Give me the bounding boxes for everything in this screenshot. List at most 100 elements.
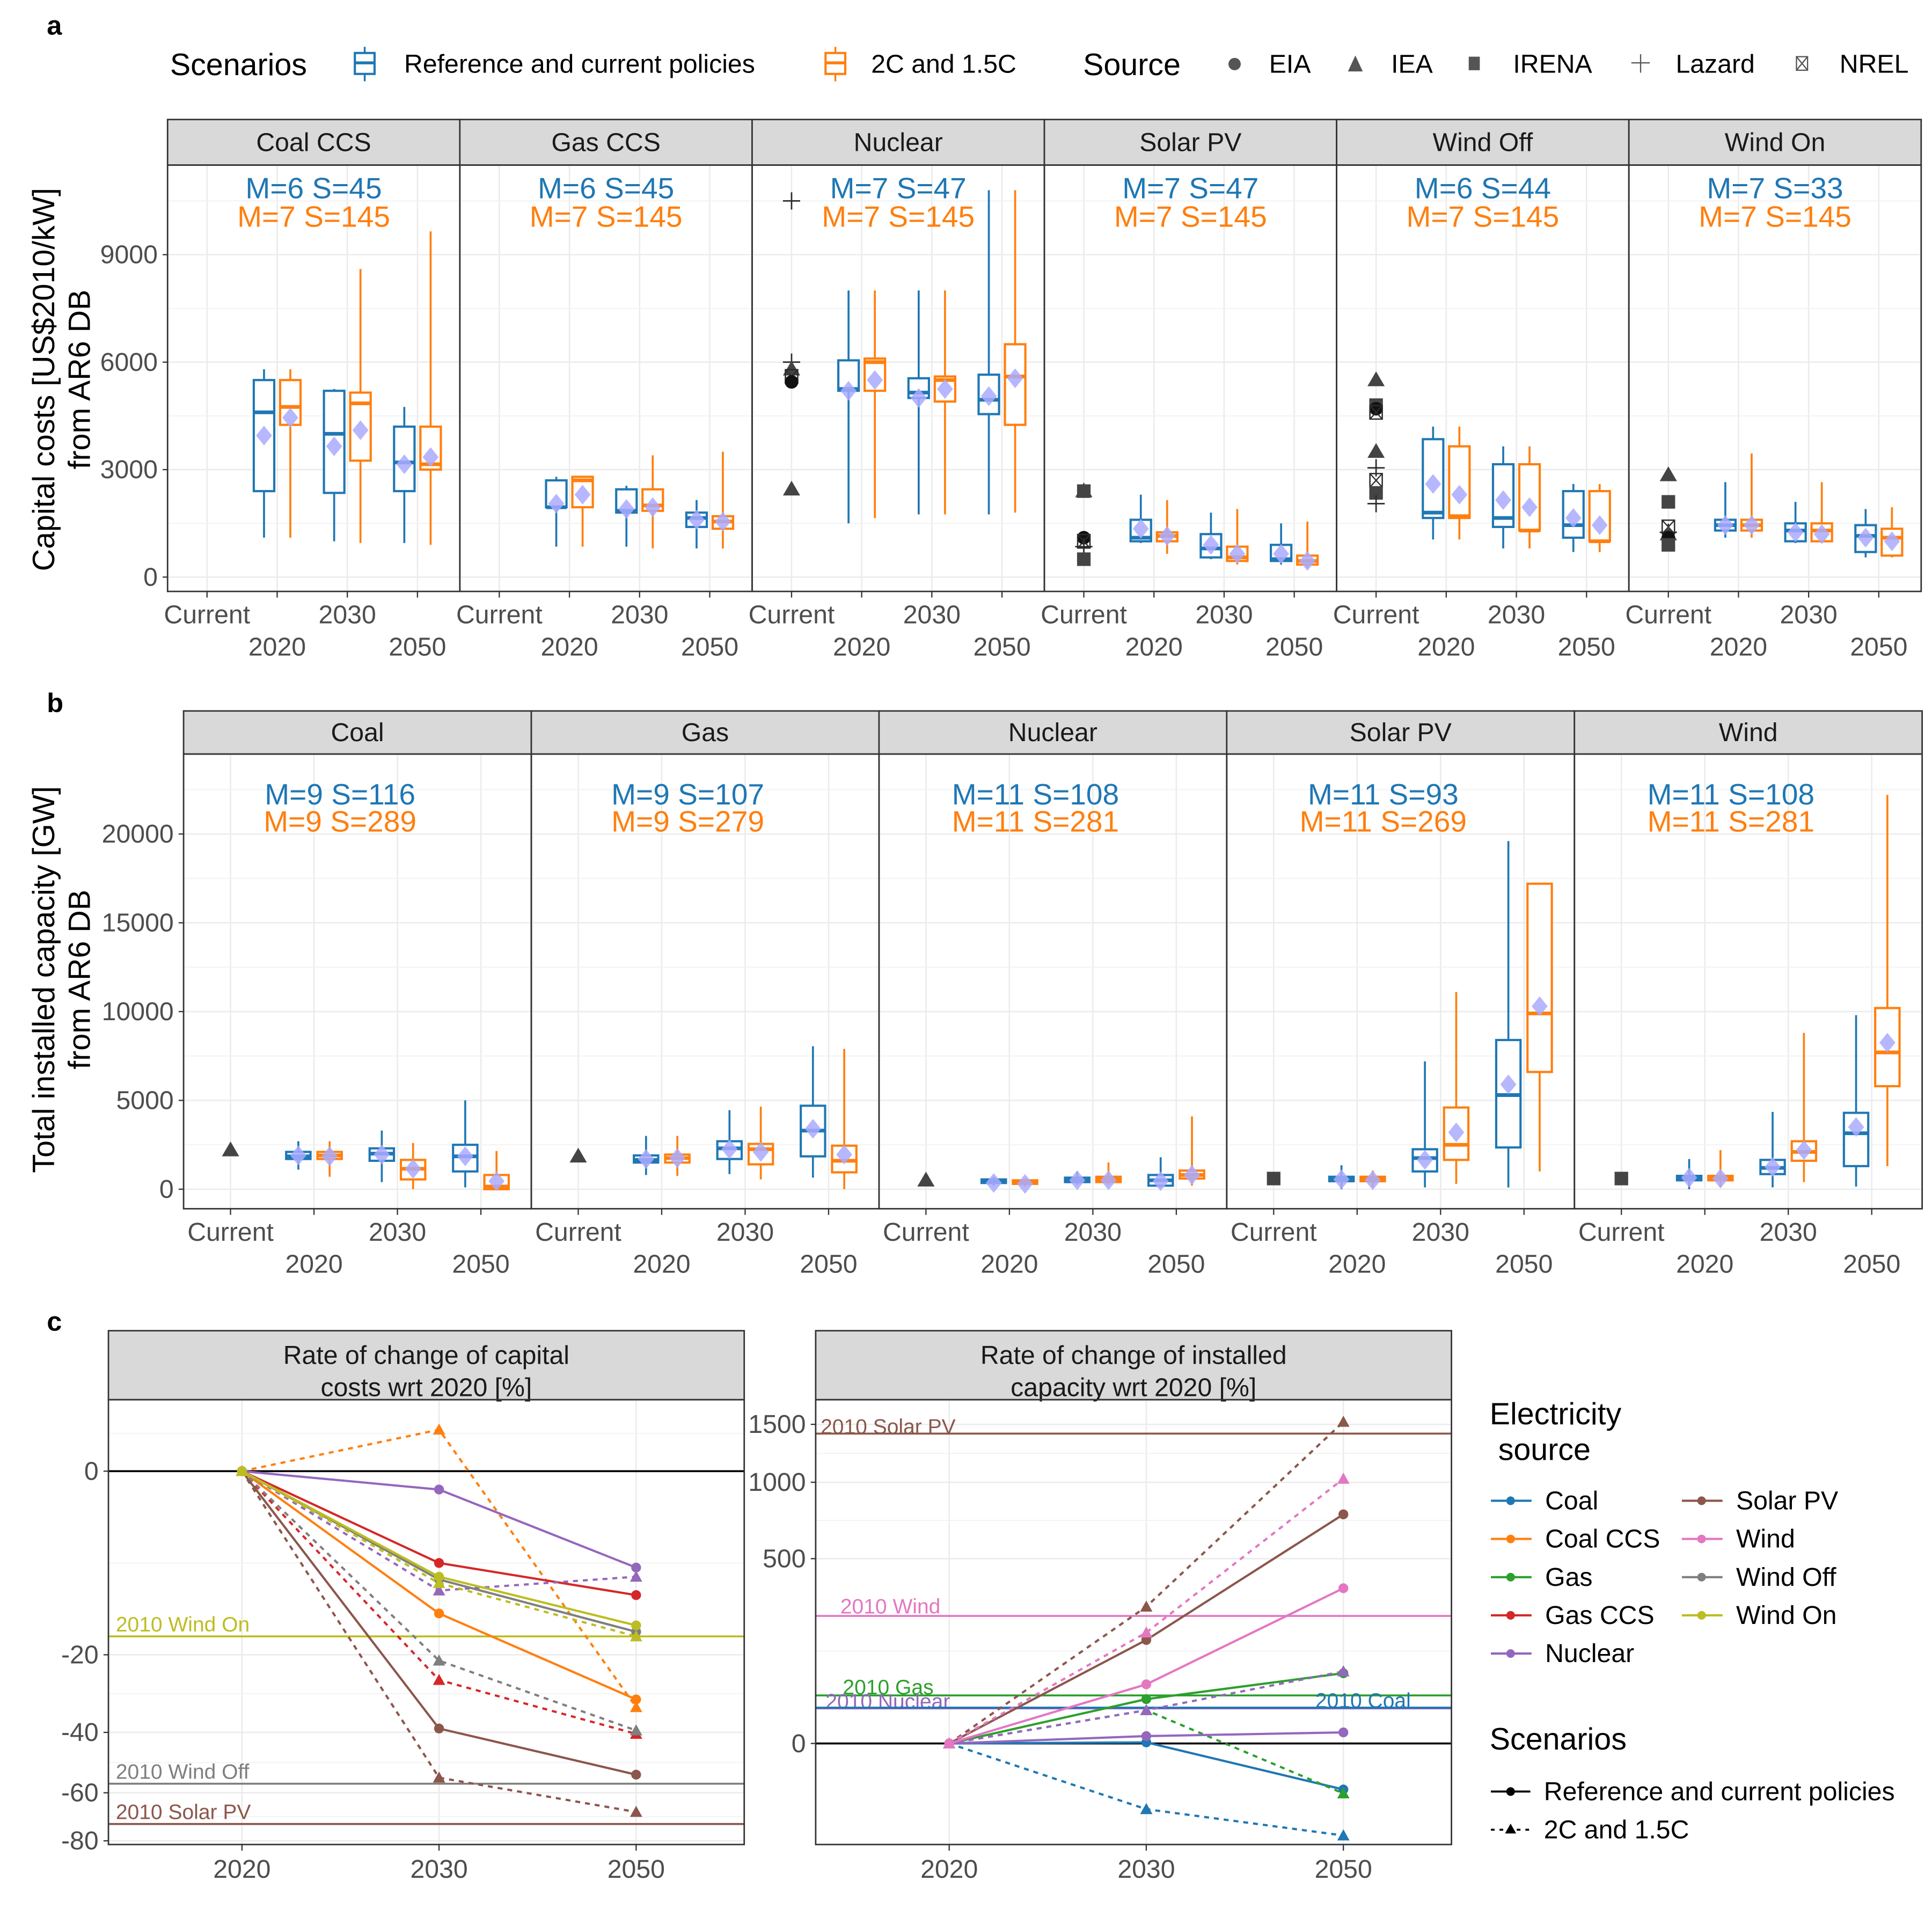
legend-scenarios-title-bottom: Scenarios (1490, 1722, 1627, 1757)
x-tick-label: Current (164, 601, 250, 630)
legend-key-solid-circle (1491, 1787, 1531, 1796)
reference-line-label: 2010 Coal (1315, 1689, 1411, 1713)
data-point-triangle (433, 1577, 445, 1589)
legend-label-irena: IRENA (1513, 49, 1592, 78)
data-point-triangle (630, 1724, 642, 1736)
x-tick-label: Current (1041, 601, 1127, 630)
legend-item-label: Wind On (1736, 1601, 1837, 1630)
lazard-point (1367, 495, 1385, 513)
x-tick-label: 2050 (973, 632, 1030, 661)
box-ref-2030 (1199, 513, 1223, 559)
x-tick-label: 2020 (980, 1250, 1038, 1279)
facet-strip (107, 1330, 745, 1401)
x-tick-label: 2050 (800, 1250, 857, 1279)
mean-diamond (1203, 535, 1219, 555)
x-tick-label: 2050 (1843, 1250, 1900, 1279)
legend-item-label: Wind Off (1736, 1563, 1836, 1592)
panel-a-ylabel-line1: Capital costs [US$2010/kW] (27, 188, 61, 571)
box-ref-2050 (452, 1100, 479, 1188)
box-ref-2050 (1147, 1157, 1174, 1191)
annotation-reference: M=6 S=45 (245, 172, 382, 205)
data-point-triangle (433, 1584, 445, 1596)
series-wind-on-ref (237, 1466, 641, 1630)
x-tick-label: 2030 (410, 1855, 467, 1884)
reference-line-label: 2010 Solar PV (116, 1801, 251, 1824)
x-tick-label: 2050 (1265, 632, 1323, 661)
facet-title: Coal CCS (256, 128, 371, 157)
mean-diamond (1813, 524, 1830, 544)
data-point-triangle (1140, 1600, 1153, 1612)
panel-b-ylabel: Total installed capacity [GW] from AR6 D… (27, 786, 97, 1173)
legend-key-dashed-triangle (1491, 1823, 1531, 1834)
irena-point (1662, 495, 1675, 509)
data-point-circle (631, 1620, 641, 1630)
x-tick-label: 2020 (1125, 632, 1183, 661)
iea-point (569, 1147, 587, 1163)
box-ref-2030 (1411, 1061, 1438, 1188)
legend-source-title: Source (1083, 48, 1181, 82)
reference-line-label: 2010 Solar PV (821, 1415, 956, 1438)
y-tick-label: 1500 (748, 1410, 806, 1439)
facet-title: Solar PV (1350, 718, 1452, 747)
data-point-triangle (1337, 1665, 1350, 1677)
facet-border (1628, 164, 1922, 592)
x-tick-label: 2030 (716, 1218, 774, 1247)
x-tick-label: 2020 (285, 1250, 342, 1279)
data-point-circle (434, 1723, 444, 1734)
box-mit-2020 (863, 290, 887, 518)
y-tick-label: -60 (61, 1779, 99, 1807)
panel-c-capacity-rate: Rate of change of installed capacity wrt … (748, 1330, 1452, 1884)
irena-point (1267, 1172, 1280, 1185)
bottom-legend: Electricity source Coal Coal CCS Gas Gas CC… (1490, 1397, 1895, 1844)
reference-line-label: 2010 Wind Off (116, 1761, 250, 1784)
facet-title: Gas (682, 718, 729, 747)
x-tick-label: 2030 (369, 1218, 426, 1247)
annotation-mitigation: M=7 S=145 (237, 200, 390, 233)
iea-point (1659, 466, 1677, 481)
legend-item-nuclear: Nuclear (1491, 1639, 1634, 1668)
mean-diamond (488, 1171, 505, 1191)
box-mit-2030 (349, 269, 372, 543)
box-mit-2020 (571, 475, 594, 547)
x-tick-label: 2050 (681, 632, 738, 661)
box-ref-2050 (977, 190, 1000, 515)
annotation-reference: M=6 S=45 (538, 172, 674, 205)
annotation-reference: M=7 S=47 (1122, 172, 1258, 205)
box-ref-2050 (1270, 523, 1293, 565)
box-ref-2030 (1064, 1170, 1091, 1190)
y-tick-label: 500 (763, 1544, 806, 1573)
box-mit-2050 (483, 1151, 510, 1191)
x-tick-label: Current (1578, 1218, 1665, 1247)
mean-diamond (867, 370, 883, 390)
x-tick-label: Current (535, 1218, 621, 1247)
data-point-circle (631, 1562, 641, 1573)
mean-diamond (910, 388, 927, 408)
box-mit-2050 (1874, 795, 1901, 1166)
data-point-triangle (1337, 1829, 1350, 1841)
iea-triangle-icon (1348, 55, 1363, 72)
annotation-mitigation: M=7 S=145 (1699, 200, 1851, 233)
box-ref-2020 (1422, 426, 1445, 540)
box-ref-2030 (1759, 1111, 1786, 1188)
data-point-triangle (433, 1673, 445, 1685)
facet-strip (815, 1330, 1452, 1401)
box-mit-2020 (1155, 500, 1179, 554)
facet-title: Solar PV (1139, 128, 1241, 157)
legend-item-label: Solar PV (1736, 1487, 1838, 1516)
x-tick-label: 2020 (540, 632, 598, 661)
facet-strip (530, 710, 880, 755)
panel-label-c: c (47, 1306, 62, 1337)
legend-point-key (1697, 1572, 1706, 1582)
data-point-circle (434, 1571, 444, 1582)
iea-point (222, 1141, 239, 1157)
x-tick-label: Current (1231, 1218, 1317, 1247)
data-point-triangle (1140, 1803, 1153, 1814)
box-ref-2050 (1854, 509, 1877, 558)
lazard-point (782, 192, 801, 210)
legend-point-key (1506, 1572, 1515, 1582)
iea-point (1367, 371, 1385, 386)
iea-point (1367, 443, 1385, 458)
